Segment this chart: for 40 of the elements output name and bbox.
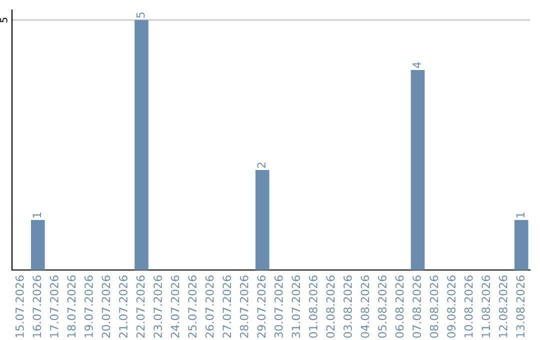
x-tick-label: 23.07.2026 xyxy=(154,276,162,338)
x-tick-label: 25.07.2026 xyxy=(188,276,197,338)
data-label: 2 xyxy=(257,162,266,168)
x-tick-label: 19.07.2026 xyxy=(84,276,93,338)
x-tick-label: 16.07.2026 xyxy=(32,276,42,338)
data-label: 5 xyxy=(136,12,145,18)
x-tick-label: 01.08.2026 xyxy=(308,276,318,338)
x-tick-label: 30.07.2026 xyxy=(274,276,283,338)
x-tick-label: 04.08.2026 xyxy=(360,276,370,338)
x-tick-label: 03.08.2026 xyxy=(344,276,352,338)
x-tick-label: 28.07.2026 xyxy=(240,276,248,338)
x-tick-label: 21.07.2026 xyxy=(119,276,128,338)
x-tick-label: 11.08.2026 xyxy=(482,276,490,338)
x-tick-label: 13.08.2026 xyxy=(516,276,525,338)
x-tick-label: 05.08.2026 xyxy=(378,276,386,338)
x-tick-label: 02.08.2026 xyxy=(326,276,335,338)
bar xyxy=(410,70,425,270)
bar xyxy=(255,170,270,270)
x-tick-label: 10.08.2026 xyxy=(464,276,473,338)
bar xyxy=(30,220,45,270)
x-tick-label: 12.08.2026 xyxy=(498,276,508,338)
x-tick-label: 27.07.2026 xyxy=(222,276,232,338)
data-label: 1 xyxy=(516,212,524,218)
x-tick-label: 06.08.2026 xyxy=(395,276,404,338)
bar xyxy=(134,20,148,270)
x-tick-label: 15.07.2026 xyxy=(15,276,24,338)
data-label: 4 xyxy=(412,62,421,68)
x-tick-label: 24.07.2026 xyxy=(170,276,180,338)
x-tick-label: 29.07.2026 xyxy=(257,276,266,338)
x-tick-label: 26.07.2026 xyxy=(205,276,214,338)
x-tick-label: 17.07.2026 xyxy=(50,276,58,338)
x-tick-label: 20.07.2026 xyxy=(102,276,110,338)
x-tick-label: 22.07.2026 xyxy=(136,276,145,338)
x-tick-label: 09.08.2026 xyxy=(447,276,456,338)
x-tick-label: 18.07.2026 xyxy=(67,276,76,338)
x-tick-label: 07.08.2026 xyxy=(412,276,421,338)
x-tick-label: 31.07.2026 xyxy=(292,276,300,338)
data-label: 1 xyxy=(32,212,41,218)
x-tick-label: 08.08.2026 xyxy=(430,276,438,338)
bar xyxy=(514,220,528,270)
